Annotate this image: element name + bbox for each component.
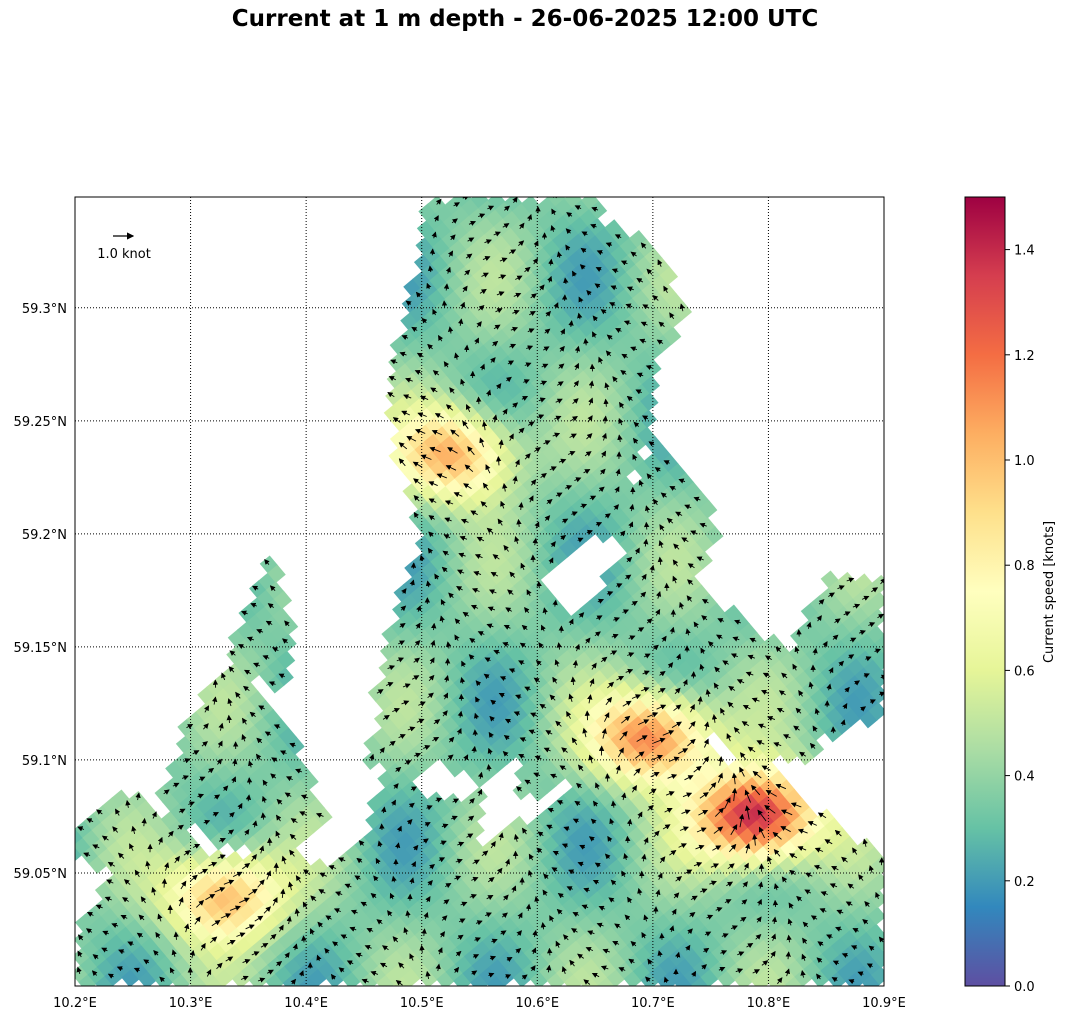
lon-tick-label: 10.2°E [53,996,97,1011]
speed-cell [56,836,74,854]
current-arrow [547,947,553,956]
current-arrow [883,643,884,645]
speed-cell [273,590,293,609]
lon-tick-label: 10.4°E [284,996,328,1011]
colorbar-tick-label: 1.0 [1014,454,1035,469]
lon-tick-label: 10.5°E [400,996,444,1011]
colorbar-ticks: 0.0 0.2 0.4 0.6 0.8 1.0 1.2 1.4 [1005,244,1035,995]
lon-tick-label: 10.7°E [631,996,675,1011]
lat-tick-label: 59.15°N [14,641,67,656]
current-speed-field [56,197,884,986]
speed-cell [267,564,286,583]
lat-tick-label: 59.1°N [22,754,67,769]
colorbar: 0.0 0.2 0.4 0.6 0.8 1.0 1.2 1.4 Current speed [… [964,196,1057,995]
current-arrow [772,899,779,908]
colorbar-tick-label: 1.4 [1014,244,1035,259]
colorbar-tick-label: 0.4 [1014,770,1035,785]
lat-tick-label: 59.2°N [22,528,67,543]
current-arrow [625,835,631,844]
quiver-key-label: 1.0 knot [97,247,151,262]
lon-tick-label: 10.3°E [169,996,213,1011]
map-title: Current at 1 m depth - 26-06-2025 12:00 … [231,6,819,32]
colorbar-label: Current speed [knots] [1042,521,1057,663]
current-arrow [69,835,75,837]
colorbar-tick-label: 1.2 [1014,349,1035,364]
colorbar-tick-label: 0.2 [1014,875,1035,890]
current-arrow [68,851,73,854]
current-arrow [472,729,478,736]
lat-tick-label: 59.3°N [22,302,67,317]
current-arrow [643,521,650,530]
speed-cell [276,650,296,669]
lon-tick-label: 10.9°E [862,996,906,1011]
lat-tick-label: 59.05°N [14,867,67,882]
colorbar-tick-label: 0.8 [1014,559,1035,574]
current-arrow [246,777,253,785]
lat-tick-label: 59.25°N [14,415,67,430]
colorbar-tick-label: 0.0 [1014,980,1035,995]
colorbar-gradient [964,196,1006,987]
current-arrow [796,629,802,637]
speed-cell [300,771,319,791]
current-arrow [441,300,448,308]
current-arrow [301,935,307,943]
lon-tick-label: 10.8°E [747,996,791,1011]
colorbar-tick-label: 0.6 [1014,664,1035,679]
lon-tick-label: 10.6°E [515,996,559,1011]
